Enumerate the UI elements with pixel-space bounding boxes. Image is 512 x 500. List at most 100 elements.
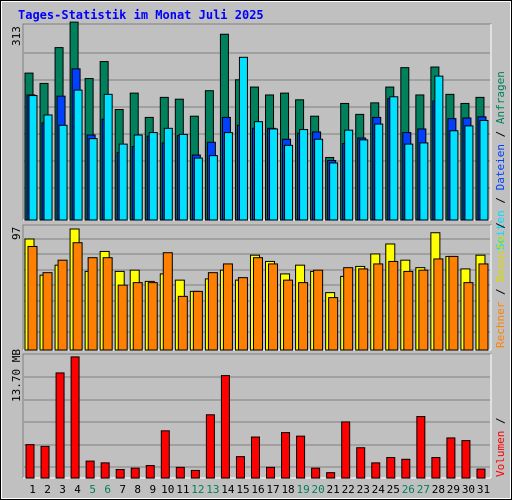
- rechner-bar: [57, 259, 68, 351]
- volumen-bar: [220, 375, 230, 479]
- rechner-bar: [237, 277, 248, 351]
- volumen-bar: [341, 421, 351, 479]
- seiten-bar: [223, 132, 233, 221]
- seiten-bar: [208, 155, 218, 221]
- volumen-bar: [40, 445, 50, 479]
- rechner-bar: [448, 255, 459, 351]
- rechner-bar: [132, 282, 143, 351]
- day-label: 5: [89, 483, 96, 496]
- volumen-bar: [296, 435, 306, 479]
- volume-max-label: 13.70 MB: [10, 349, 23, 402]
- hits-panel-bars: [24, 21, 489, 221]
- day-label: 27: [417, 483, 430, 496]
- rechner-bar: [192, 290, 203, 351]
- day-label: 1: [29, 483, 36, 496]
- volume-legend: Volumen /: [494, 417, 507, 477]
- seiten-bar: [28, 95, 38, 221]
- seiten-bar: [269, 128, 279, 221]
- day-label: 23: [357, 483, 370, 496]
- rechner-bar: [478, 263, 489, 351]
- volumen-bar: [205, 414, 215, 479]
- rechner-bar: [72, 242, 83, 351]
- rechner-bar: [313, 269, 324, 351]
- volumen-bar: [160, 430, 170, 479]
- seiten-bar: [133, 134, 143, 221]
- legend-sep-5: /: [494, 417, 507, 424]
- day-label: 4: [74, 483, 81, 496]
- day-label: 31: [477, 483, 490, 496]
- legend-sep-3: /: [494, 288, 507, 295]
- volumen-bar: [145, 465, 155, 479]
- seiten-bar: [449, 130, 459, 221]
- seiten-bar: [43, 114, 53, 221]
- day-label: 17: [266, 483, 279, 496]
- seiten-bar: [73, 89, 83, 221]
- day-label: 24: [372, 483, 386, 496]
- seiten-bar: [284, 144, 294, 221]
- legend-rechner: Rechner: [494, 301, 507, 348]
- rechner-bar: [328, 297, 339, 351]
- day-label: 22: [342, 483, 355, 496]
- legend-seiten: Seiten: [494, 210, 507, 250]
- seiten-bar: [118, 143, 128, 221]
- rechner-bar: [283, 279, 294, 351]
- seiten-bar: [58, 124, 68, 221]
- day-label: 16: [251, 483, 264, 496]
- volumen-bar: [250, 436, 260, 479]
- volumen-bar: [55, 372, 65, 479]
- seiten-bar: [389, 96, 399, 221]
- volumen-bar: [431, 457, 441, 479]
- legend-besuche: Besuche: [494, 235, 507, 281]
- volumen-bar: [190, 469, 200, 479]
- hits-max-label: 313: [10, 26, 23, 46]
- day-label: 10: [161, 483, 174, 496]
- seiten-bar: [464, 125, 474, 221]
- volumen-bar: [326, 472, 336, 479]
- day-label: 20: [312, 483, 325, 496]
- rechner-bar: [207, 272, 218, 351]
- volumen-bar: [311, 467, 321, 479]
- day-label: 30: [462, 483, 475, 496]
- volumen-bar: [266, 466, 276, 479]
- chart-title: Tages-Statistik im Monat Juli 2025: [18, 8, 264, 22]
- rechner-bar: [87, 257, 98, 351]
- day-label: 13: [206, 483, 219, 496]
- rechner-bar: [388, 260, 399, 351]
- volumen-bar: [130, 467, 140, 479]
- day-label: 7: [119, 483, 126, 496]
- legend-sep-4: /: [494, 222, 507, 229]
- seiten-bar: [238, 56, 248, 221]
- day-label: 3: [59, 483, 66, 496]
- seiten-bar: [434, 75, 444, 221]
- rechner-bar: [418, 269, 429, 351]
- rechner-bar: [147, 282, 158, 351]
- volumen-bar: [115, 469, 125, 479]
- volumen-bar: [401, 458, 411, 479]
- seiten-bar: [404, 143, 414, 221]
- visits-panel-bars: [24, 228, 489, 351]
- seiten-bar: [299, 129, 309, 221]
- seiten-bar: [88, 138, 98, 221]
- volumen-bar: [100, 462, 110, 479]
- rechner-bar: [343, 267, 354, 351]
- volumen-bar: [476, 468, 486, 479]
- volumen-bar: [281, 432, 291, 479]
- seiten-bar: [419, 142, 429, 221]
- day-label: 26: [402, 483, 415, 496]
- volumen-bar: [25, 444, 35, 479]
- rechner-bar: [42, 272, 53, 351]
- day-label: 6: [104, 483, 111, 496]
- rechner-bar: [177, 295, 188, 351]
- rechner-bar: [162, 252, 173, 351]
- day-label: 11: [176, 483, 189, 496]
- volumen-bar: [235, 456, 245, 479]
- rechner-bar: [268, 263, 279, 351]
- seiten-bar: [479, 119, 489, 221]
- day-label: 18: [281, 483, 294, 496]
- rechner-bar: [252, 257, 263, 351]
- day-label: 9: [149, 483, 156, 496]
- seiten-bar: [148, 132, 158, 221]
- rechner-bar: [403, 270, 414, 351]
- seiten-bar: [344, 129, 354, 221]
